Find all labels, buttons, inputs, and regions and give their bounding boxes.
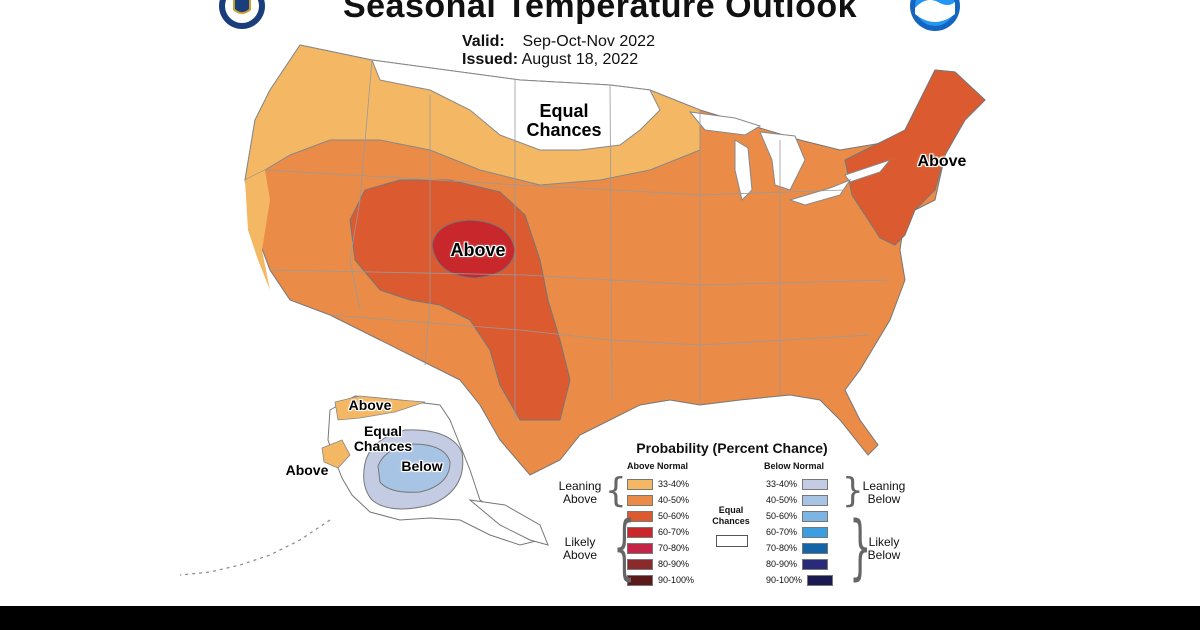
legend-swatch [627, 495, 653, 507]
legend-below-row: 80-90% [766, 558, 829, 571]
commerce-seal-logo [219, 0, 265, 29]
legend-swatch [802, 495, 829, 507]
legend-above-header: Above Normal [627, 461, 689, 471]
leaning-above-brace: { [605, 471, 627, 511]
legend-range-label: 33-40% [658, 479, 690, 490]
alaska-north-above-label: Above [348, 397, 392, 413]
legend-range-label: 80-90% [766, 559, 798, 570]
likely-above-line1: Likely [564, 535, 596, 549]
leaning-above-label: Leaning Above [552, 480, 608, 506]
legend-above-row: 60-70% [627, 526, 689, 539]
legend-below-row: 33-40% [766, 478, 829, 491]
legend-range-label: 40-50% [766, 495, 798, 506]
legend-range-label: 80-90% [658, 559, 690, 570]
page-title: Seasonal Temperature Outlook [342, 0, 858, 25]
likely-below-line2: Below [867, 548, 901, 562]
likely-below-brace: } [849, 506, 872, 588]
legend-range-label: 40-50% [658, 495, 690, 506]
legend-swatch [627, 575, 653, 587]
legend-swatch [802, 527, 829, 539]
rockies-above-label: Above [450, 240, 506, 260]
likely-below-line1: Likely [868, 535, 900, 549]
legend-range-label: 60-70% [766, 527, 798, 538]
legend-below-row: 50-60% [766, 510, 829, 523]
legend-range-label: 60-70% [658, 527, 690, 538]
legend-range-label: 50-60% [766, 511, 798, 522]
legend-swatch [802, 543, 829, 555]
state-lines [264, 59, 891, 420]
alaska-panhandle [468, 499, 549, 546]
legend-below-row: 60-70% [766, 526, 829, 539]
legend-above-row: 70-80% [627, 542, 689, 555]
legend-swatch [802, 511, 829, 523]
alaska-west-above-region [321, 439, 351, 469]
alaska-map [179, 395, 549, 576]
legend-title: Probability (Percent Chance) [636, 440, 828, 456]
legend-range-label: 90-100% [658, 575, 695, 586]
leaning-above-line2: Above [562, 492, 598, 506]
alaska-equal-chances-label: Equal Chances [348, 424, 418, 453]
north-equal-line1: Equal [539, 101, 589, 121]
legend-swatch [627, 527, 653, 539]
leaning-below-line1: Leaning [862, 479, 906, 493]
north-equal-chances-region [371, 59, 661, 151]
legend-above-row: 40-50% [627, 494, 689, 507]
alaska-west-above-label: Above [285, 462, 329, 478]
legend-swatch [802, 479, 829, 491]
north-equal-chances-label: Equal Chances [518, 102, 610, 140]
legend-above-row: 33-40% [627, 478, 689, 491]
legend-swatch [627, 543, 653, 555]
legend-range-label: 90-100% [766, 575, 803, 586]
footer-bar [0, 606, 1200, 630]
issued-value: August 18, 2022 [521, 51, 639, 68]
noaa-logo [910, 0, 960, 31]
likely-above-line2: Above [562, 548, 598, 562]
alaska-below-region [377, 443, 451, 493]
likely-above-brace: { [613, 506, 636, 588]
legend-swatch [627, 559, 653, 571]
equal-chances-line2: Chances [712, 516, 750, 526]
leaning-below-brace: } [842, 471, 864, 511]
legend-above-row: 80-90% [627, 558, 689, 571]
equal-chances-swatch [716, 535, 748, 547]
legend-below-row: 40-50% [766, 494, 829, 507]
legend-below-row: 70-80% [766, 542, 829, 555]
legend-above-row: 90-100% [627, 574, 694, 587]
leaning-below-line2: Below [867, 492, 901, 506]
likely-above-label: Likely Above [552, 536, 608, 562]
aleutian-islands [179, 519, 331, 576]
alaska-equal-line1: Equal [363, 423, 403, 439]
legend-range-label: 70-80% [658, 543, 690, 554]
issued-line: Issued: August 18, 2022 [462, 51, 638, 69]
legend-swatch [802, 559, 829, 571]
legend-swatch [627, 479, 653, 491]
alaska-below-label: Below [401, 458, 443, 474]
outlook-map [179, 44, 986, 576]
northeast-likely-above-region [844, 69, 986, 246]
legend-range-label: 70-80% [766, 543, 798, 554]
leaning-below-label: Leaning Below [856, 480, 912, 506]
equal-chances-line1: Equal [718, 505, 744, 515]
legend-swatch [627, 511, 653, 523]
legend-below-row: 90-100% [766, 574, 834, 587]
equal-chances-legend-label: Equal Chances [704, 505, 758, 527]
legend-swatch [807, 575, 834, 587]
valid-value: Sep-Oct-Nov 2022 [522, 33, 655, 50]
northeast-above-label: Above [917, 153, 967, 170]
alaska-equal-line2: Chances [353, 437, 413, 454]
valid-label: Valid: [462, 33, 505, 50]
legend-above-row: 50-60% [627, 510, 689, 523]
legend-range-label: 50-60% [658, 511, 690, 522]
leaning-above-line1: Leaning [558, 479, 602, 493]
north-equal-line2: Chances [526, 119, 602, 140]
issued-label: Issued: [462, 51, 519, 68]
great-lakes [688, 111, 892, 206]
legend-below-header: Below Normal [764, 461, 825, 471]
legend-range-label: 33-40% [766, 479, 798, 490]
west-coast-leaning-region [245, 170, 270, 290]
likely-below-label: Likely Below [856, 536, 912, 562]
valid-line: Valid: Sep-Oct-Nov 2022 [462, 33, 655, 51]
alaska-north-above-region [334, 395, 426, 421]
